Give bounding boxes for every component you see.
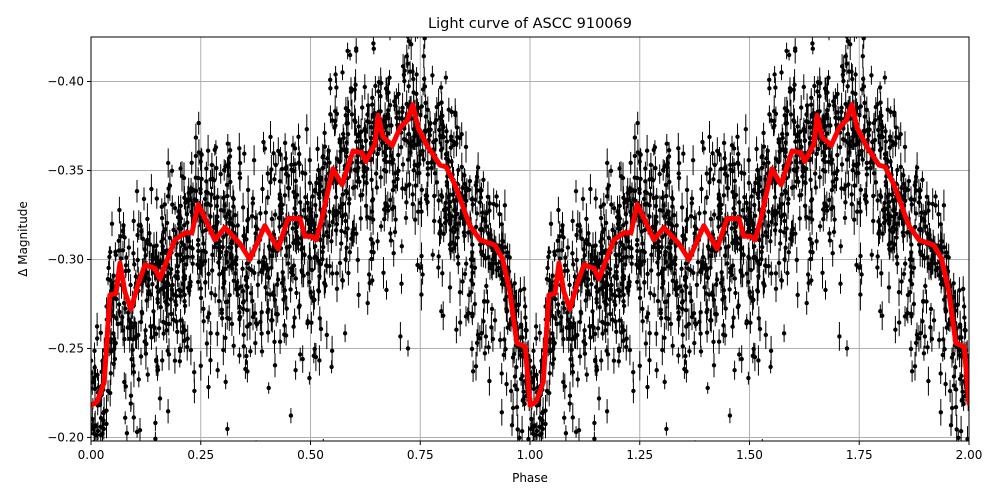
- y-tick-label: −0.25: [47, 341, 84, 355]
- x-tick-label: 1.25: [626, 448, 653, 462]
- x-axis-ticks: 0.00 0.25 0.50 0.75 1.00 1.25 1.50 1.75 2.00: [78, 441, 983, 462]
- y-axis-ticks: −0.40 −0.35 −0.30 −0.25 −0.20: [47, 74, 91, 444]
- x-tick-label: 1.00: [517, 448, 544, 462]
- x-tick-label: 0.75: [407, 448, 434, 462]
- chart-title: Light curve of ASCC 910069: [428, 16, 632, 32]
- x-tick-label: 0.50: [297, 448, 324, 462]
- y-tick-label: −0.35: [47, 163, 84, 177]
- x-tick-label: 1.50: [736, 448, 763, 462]
- y-tick-label: −0.30: [47, 252, 84, 266]
- y-tick-label: −0.40: [47, 74, 84, 88]
- y-tick-label: −0.20: [47, 430, 84, 444]
- x-axis-label: Phase: [512, 471, 548, 485]
- x-tick-label: 0.25: [187, 448, 214, 462]
- y-axis-label: Δ Magnitude: [16, 201, 30, 277]
- x-tick-label: 2.00: [956, 448, 983, 462]
- data-points: [91, 37, 969, 441]
- x-tick-label: 0.00: [78, 448, 105, 462]
- red-mean-line: [91, 102, 969, 408]
- x-tick-label: 1.75: [846, 448, 873, 462]
- binned-mean-curve: [91, 102, 969, 408]
